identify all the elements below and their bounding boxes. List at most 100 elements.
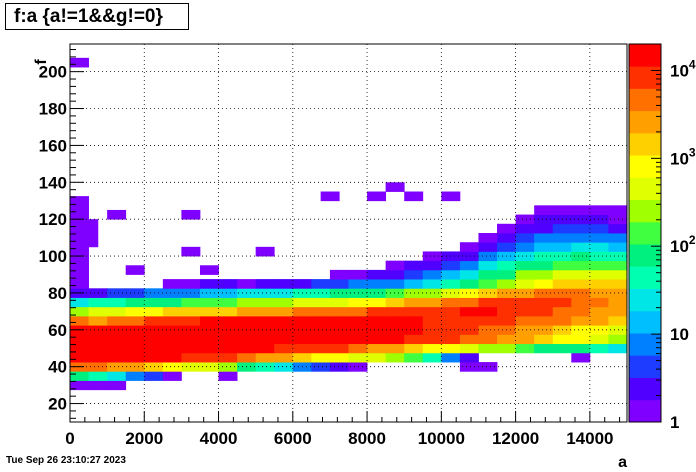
- heatmap-cell: [255, 306, 275, 317]
- colorbar-segment: [629, 399, 661, 423]
- colorbar-segment: [629, 88, 661, 112]
- axes: 0 2000 4000 6000 8000 10000 12000 14000 20 40 60 80…: [39, 49, 621, 448]
- heatmap-cell: [571, 315, 591, 326]
- heatmap-cell: [181, 352, 201, 363]
- heatmap-cell: [311, 315, 331, 326]
- heatmap-cell: [255, 315, 275, 326]
- heatmap-cell: [144, 352, 164, 363]
- heatmap-cell: [385, 315, 405, 326]
- heatmap-cell: [459, 251, 479, 262]
- heatmap-cell: [70, 352, 89, 363]
- heatmap-cell: [459, 325, 479, 335]
- colorbar-tick-label: 103: [670, 145, 696, 168]
- heatmap-cell: [385, 334, 405, 345]
- heatmap-cell: [255, 288, 275, 298]
- y-tick-label: 120: [39, 210, 67, 229]
- datestamp: Tue Sep 26 23:10:27 2023: [6, 455, 126, 466]
- heatmap-cell: [329, 343, 349, 354]
- heatmap-cell: [422, 325, 442, 335]
- heatmap-cell: [589, 306, 609, 317]
- heatmap-cell: [79, 228, 99, 239]
- x-tick-label: 0: [65, 429, 74, 448]
- x-tick-label: 2000: [125, 429, 163, 448]
- heatmap-cell: [199, 265, 219, 275]
- heatmap-cell: [107, 362, 127, 372]
- heatmap-cell: [218, 288, 238, 298]
- heatmap-cell: [515, 223, 535, 234]
- heatmap-cell: [107, 315, 127, 326]
- heatmap-cell: [497, 315, 516, 326]
- heatmap-cell: [199, 325, 219, 335]
- heatmap-cell: [404, 334, 424, 345]
- heatmap-cell: [237, 297, 257, 308]
- heatmap-cell: [571, 269, 591, 280]
- heatmap-cell: [125, 334, 145, 345]
- heatmap-cell: [608, 334, 627, 345]
- heatmap-cell: [608, 269, 627, 280]
- heatmap-cell: [534, 306, 554, 317]
- heatmap-cell: [107, 334, 127, 345]
- heatmap-cell: [181, 279, 201, 289]
- heatmap-cell: [162, 362, 182, 372]
- heatmap-cell: [162, 343, 182, 354]
- heatmap-cell: [404, 325, 424, 335]
- heatmap-cell: [367, 279, 387, 289]
- heatmap-cell: [311, 297, 331, 308]
- heatmap-cell: [70, 269, 89, 280]
- heatmap-cell: [589, 279, 609, 289]
- heatmap-cell: [571, 288, 591, 298]
- colorbar-segment: [629, 66, 661, 89]
- heatmap-cell: [79, 219, 99, 229]
- heatmap-cell: [311, 334, 331, 345]
- heatmap-cell: [367, 191, 387, 202]
- heatmap-cell: [552, 334, 572, 345]
- heatmap-cell: [478, 362, 498, 372]
- heatmap-cell: [441, 315, 461, 326]
- heatmap-cell: [515, 325, 535, 335]
- heatmap-cell: [534, 297, 554, 308]
- heatmap-cell: [459, 242, 479, 252]
- colorbar-segment: [629, 333, 661, 356]
- heatmap-cell: [162, 315, 182, 326]
- heatmap-cell: [88, 343, 108, 354]
- heatmap-cell: [608, 315, 627, 326]
- heatmap-cell: [107, 352, 127, 363]
- heatmap-cell: [571, 233, 591, 243]
- heatmap-cell: [70, 260, 89, 271]
- heatmap-cell: [683, 344, 696, 354]
- heatmap-cell: [515, 306, 535, 317]
- heatmap-cell: [292, 334, 312, 345]
- heatmap-cell: [589, 233, 609, 243]
- heatmap-cell: [218, 325, 238, 335]
- heatmap-cell: [385, 352, 405, 363]
- heatmap-cell: [552, 297, 572, 308]
- heatmap-cell: [255, 352, 275, 363]
- heatmap-cell: [683, 270, 696, 280]
- heatmap-cell: [608, 205, 627, 215]
- heatmap-cell: [70, 196, 89, 206]
- heatmap-cell: [181, 334, 201, 345]
- heatmap-cell: [534, 343, 554, 354]
- heatmap-cell: [218, 362, 238, 372]
- heatmap-cell: [441, 334, 461, 345]
- colorbar-segment: [629, 310, 661, 334]
- heatmap-cell: [162, 297, 182, 308]
- heatmap-cell: [404, 352, 424, 363]
- heatmap-cell: [292, 352, 312, 363]
- heatmap-cell: [664, 279, 683, 289]
- heatmap-cell: [274, 306, 294, 317]
- heatmap-cell: [292, 343, 312, 354]
- heatmap-cell: [589, 325, 609, 335]
- colorbar-segment: [629, 288, 661, 312]
- heatmap-cell: [199, 352, 219, 363]
- heatmap-cell: [218, 315, 238, 326]
- colorbar-tick-label: 104: [670, 57, 696, 80]
- heatmap-cell: [107, 209, 127, 220]
- heatmap-cell: [367, 269, 387, 280]
- x-tick-label: 10000: [418, 429, 465, 448]
- colorbar-segment: [629, 44, 661, 67]
- heatmap-cell: [88, 352, 108, 363]
- heatmap-cell: [459, 334, 479, 345]
- heatmap-cell: [162, 352, 182, 363]
- heatmap-cell: [552, 343, 572, 354]
